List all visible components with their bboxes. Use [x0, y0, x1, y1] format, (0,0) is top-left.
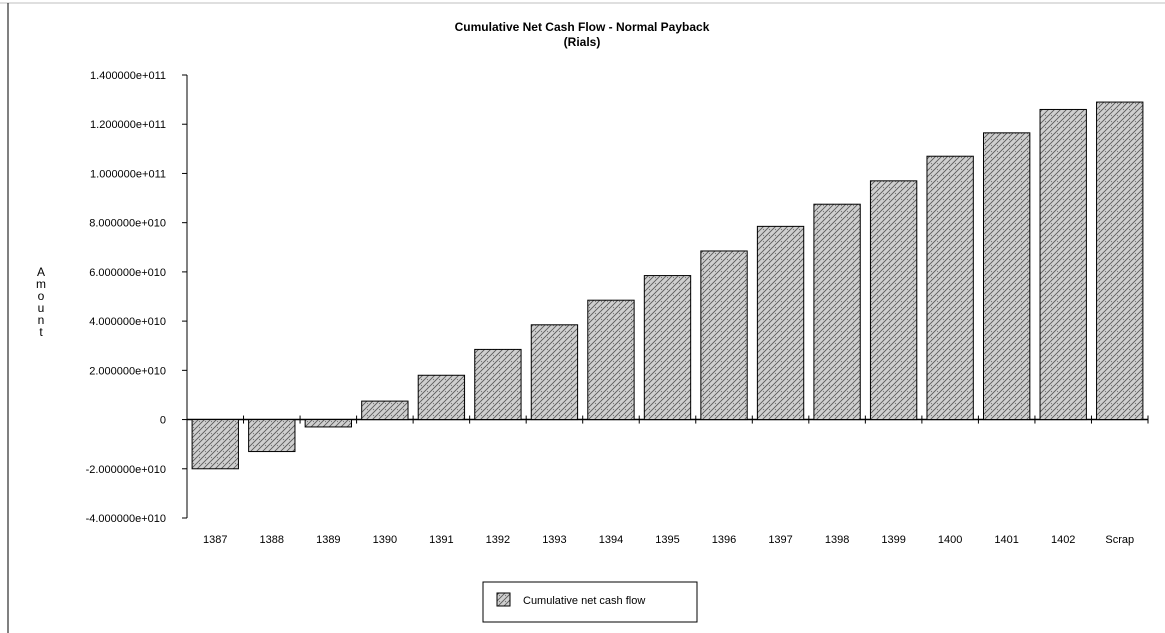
bar	[756, 225, 805, 421]
y-axis-label-letter: A	[37, 265, 45, 279]
chart-title: Cumulative Net Cash Flow - Normal Paybac…	[455, 20, 710, 34]
bar	[1096, 101, 1144, 421]
x-axis-ticks: 1387 1388 1389 1390 1391 1392 1393 1394 1395 1396…	[186, 415, 1149, 546]
bar	[700, 250, 748, 421]
bar	[304, 419, 352, 428]
bar	[248, 419, 296, 453]
bar	[813, 203, 861, 421]
y-tick-label: 6.000000e+010	[89, 267, 166, 279]
x-tick-label: 1391	[429, 534, 453, 546]
y-axis-label-letter: u	[38, 301, 45, 315]
x-tick-label: Scrap	[1105, 534, 1134, 546]
bar	[587, 299, 635, 421]
y-tick-label: 4.000000e+010	[89, 316, 166, 328]
y-tick-label: 1.400000e+011	[90, 70, 166, 82]
bar	[643, 275, 692, 421]
y-axis-label-letter: o	[38, 289, 45, 303]
y-axis-label-letter: n	[38, 313, 45, 327]
legend-swatch	[496, 592, 511, 607]
bar	[474, 348, 522, 421]
bar-series	[191, 101, 1144, 470]
y-tick-label: -2.000000e+010	[86, 464, 166, 476]
x-tick-label: 1402	[1051, 534, 1075, 546]
y-axis-ticks: 1.400000e+011 1.200000e+011 1.000000e+011 8…	[86, 70, 187, 525]
y-tick-label: 8.000000e+010	[89, 218, 166, 230]
x-tick-label: 1390	[373, 534, 397, 546]
bar	[417, 374, 466, 421]
y-tick-label: 0	[160, 415, 166, 427]
x-tick-label: 1397	[768, 534, 792, 546]
y-axis-label-letter: t	[39, 325, 43, 339]
bar	[1039, 108, 1087, 421]
x-tick-label: 1398	[825, 534, 849, 546]
y-axis-label-letter: m	[36, 277, 46, 291]
chart-subtitle: (Rials)	[564, 35, 601, 49]
legend-box	[482, 581, 698, 623]
x-tick-label: 1389	[316, 534, 340, 546]
bar	[530, 324, 579, 421]
legend-entry-label: Cumulative net cash flow	[523, 595, 645, 607]
x-tick-label: 1395	[655, 534, 679, 546]
x-tick-label: 1400	[938, 534, 962, 546]
y-tick-label: -4.000000e+010	[86, 513, 166, 525]
legend: Cumulative net cash flow	[482, 581, 698, 623]
x-tick-label: 1394	[599, 534, 623, 546]
bar	[361, 400, 409, 421]
x-tick-label: 1401	[994, 534, 1018, 546]
bar	[926, 155, 974, 421]
y-tick-label: 2.000000e+010	[89, 365, 166, 377]
x-tick-label: 1388	[260, 534, 284, 546]
x-tick-label: 1393	[542, 534, 566, 546]
x-tick-label: 1387	[203, 534, 227, 546]
y-tick-label: 1.000000e+011	[90, 168, 166, 180]
bar	[191, 419, 239, 470]
x-tick-label: 1396	[712, 534, 736, 546]
bar	[869, 180, 918, 421]
y-tick-label: 1.200000e+011	[90, 119, 166, 131]
x-tick-label: 1392	[486, 534, 510, 546]
bar	[983, 132, 1031, 421]
x-tick-label: 1399	[881, 534, 905, 546]
